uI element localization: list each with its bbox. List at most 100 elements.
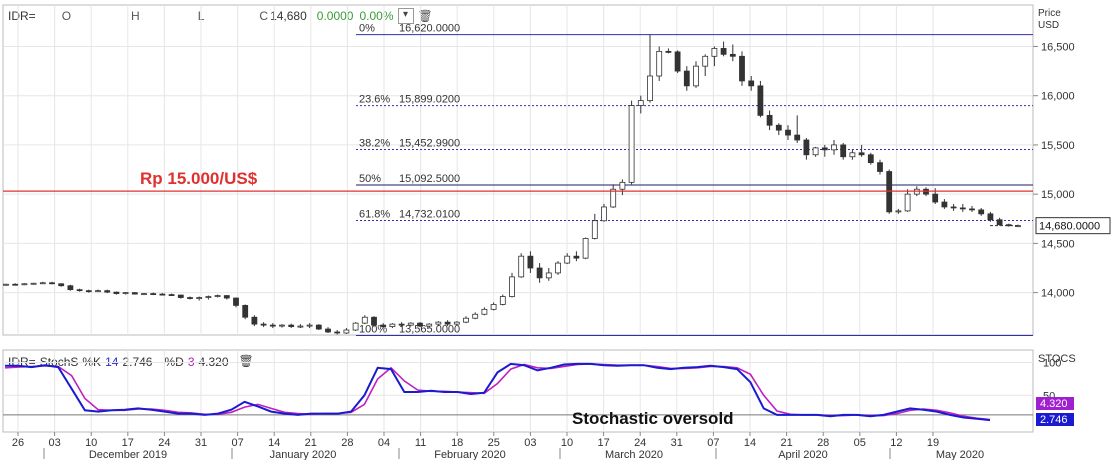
candle-body (223, 295, 230, 299)
candle-body (12, 283, 19, 286)
x-day-label: 24 (634, 437, 646, 449)
candle-body (352, 322, 359, 331)
currency-axis-label: USD (1038, 20, 1059, 31)
change-value: 0.0000 (316, 9, 354, 23)
candle-body (573, 255, 580, 259)
candle-body (647, 75, 653, 102)
candle-body (49, 282, 55, 285)
candle-body (196, 297, 203, 299)
candle-body (104, 290, 111, 293)
candle-body (85, 290, 92, 293)
candle-body (361, 316, 368, 324)
stoch-trash-icon[interactable]: 🗑 (238, 354, 254, 368)
y-tick-label: 14,500 (1041, 238, 1075, 250)
candle-body (380, 324, 387, 327)
fib-pct-label: 61.8% (359, 209, 390, 221)
x-day-label: 07 (707, 437, 719, 449)
candle-body (610, 188, 617, 208)
stoch-k-label: %K (82, 355, 102, 369)
last-price-tag-text: 14,680.0000 (1039, 221, 1100, 233)
x-day-label: 03 (524, 437, 536, 449)
x-month-label: February 2020 (434, 449, 506, 460)
high-label: H (131, 9, 140, 23)
candle-body (3, 283, 9, 286)
candle-body (260, 323, 267, 326)
rupiah-level-label: Rp 15.000/US$ (140, 169, 258, 188)
candle-body (39, 282, 46, 285)
candle-body (297, 325, 304, 328)
symbol-label[interactable]: IDR= (8, 9, 36, 23)
fib-pct-label: 23.6% (359, 94, 390, 106)
x-day-label: 17 (597, 437, 609, 449)
y-tick-label: 16,500 (1041, 41, 1075, 53)
candle-body (665, 50, 672, 53)
fib-value-label: 14,732.0100 (399, 209, 460, 221)
candle-body (141, 293, 147, 296)
stoch-k-tag-text: 2.746 (1040, 414, 1068, 426)
candle-body (582, 238, 589, 259)
candle-body (895, 210, 902, 213)
fib-value-label: 13,565.0000 (399, 323, 460, 335)
stoch-axis-label: STOCS (1038, 353, 1076, 365)
candle-body (674, 51, 681, 72)
candle-body (58, 283, 65, 287)
last-price-tag (1035, 217, 1111, 235)
candle-body (757, 85, 764, 116)
candle-body (113, 291, 120, 295)
candle-body (251, 316, 258, 325)
x-day-label: 12 (890, 437, 902, 449)
candle-body (325, 328, 331, 333)
price-header: IDR= O H L C 14,680 0.0000 0.00% ▾ 🗑 (8, 6, 433, 26)
candle-body (177, 294, 184, 298)
open-label: O (61, 9, 72, 23)
close-label: C (259, 9, 269, 23)
x-month-label: April 2020 (778, 449, 828, 460)
candle-body (656, 50, 663, 77)
candle-body (591, 220, 598, 239)
x-day-label: 17 (122, 437, 134, 449)
candle-body (95, 290, 101, 293)
stoch-k-line (5, 362, 991, 422)
x-day-label: 14 (268, 437, 280, 449)
candle-body (923, 188, 929, 195)
candle-body (785, 129, 791, 136)
stoch-symbol[interactable]: IDR= (8, 355, 36, 369)
stoch-d-value: 4.320 (198, 355, 229, 369)
x-day-label: 04 (378, 437, 390, 449)
x-month-label: March 2020 (605, 449, 663, 460)
x-day-label: 10 (561, 437, 573, 449)
candle-body (775, 124, 782, 131)
x-day-label: 21 (305, 437, 317, 449)
chevron-down-icon[interactable]: ▾ (397, 8, 414, 24)
candle-body (858, 152, 865, 156)
stoch-d-tag-text: 4.320 (1040, 398, 1068, 410)
x-day-label: 19 (927, 437, 939, 449)
candle-body (702, 55, 709, 67)
x-day-label: 05 (854, 437, 866, 449)
candle-body (748, 80, 755, 87)
candle-body (463, 317, 469, 323)
stoch-k-value: 2.746 (122, 355, 153, 369)
candle-body (932, 193, 939, 203)
candle-body (343, 329, 350, 334)
stoch-d-label: %D (164, 355, 184, 369)
candle-body (1005, 224, 1012, 227)
candle-body (904, 193, 911, 212)
candle-body (720, 48, 727, 55)
candle-body (371, 316, 377, 326)
candle-body (729, 53, 736, 57)
x-day-label: 21 (780, 437, 792, 449)
candle-body (518, 255, 525, 278)
candle-body (398, 323, 405, 326)
candle-body (279, 324, 285, 327)
trash-icon[interactable]: 🗑 (417, 9, 433, 23)
y-tick-label: 14,000 (1041, 288, 1075, 300)
stoch-d-period: 3 (187, 355, 195, 369)
price-axis-label: Price (1038, 8, 1061, 19)
stoch-name: StochS (39, 355, 79, 369)
candle-body (214, 295, 221, 297)
candle-body (959, 207, 966, 210)
